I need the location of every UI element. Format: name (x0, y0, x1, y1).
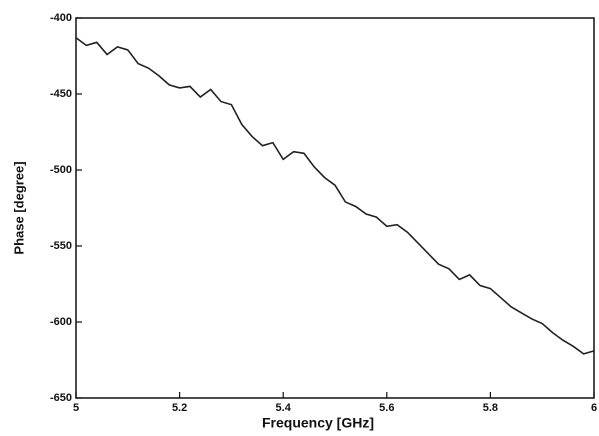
x-tick-label: 5.6 (379, 402, 394, 414)
y-tick-label: -550 (50, 240, 72, 252)
x-tick-label: 5.2 (172, 402, 187, 414)
x-tick-label: 5 (73, 402, 79, 414)
x-axis-label: Frequency [GHz] (262, 415, 374, 431)
x-tick-label: 6 (591, 402, 597, 414)
y-tick-label: -400 (50, 12, 72, 24)
plot-frame (75, 17, 595, 399)
y-tick-label: -500 (50, 164, 72, 176)
x-tick-label: 5.4 (276, 402, 292, 414)
y-tick-label: -650 (50, 392, 72, 404)
y-tick-label: -450 (50, 88, 72, 100)
y-tick-label: -600 (50, 316, 72, 328)
y-axis-label: Phase [degree] (11, 161, 26, 254)
data-line (75, 37, 595, 355)
x-tick-label: 5.8 (483, 402, 498, 414)
